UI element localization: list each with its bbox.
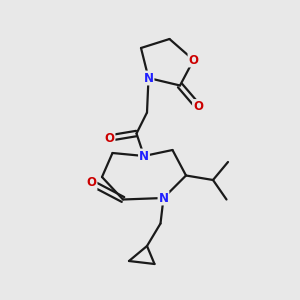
Text: O: O: [86, 176, 97, 190]
Text: O: O: [188, 53, 199, 67]
Text: N: N: [158, 191, 169, 205]
Text: N: N: [139, 149, 149, 163]
Text: O: O: [104, 131, 115, 145]
Text: N: N: [143, 71, 154, 85]
Text: O: O: [193, 100, 203, 113]
